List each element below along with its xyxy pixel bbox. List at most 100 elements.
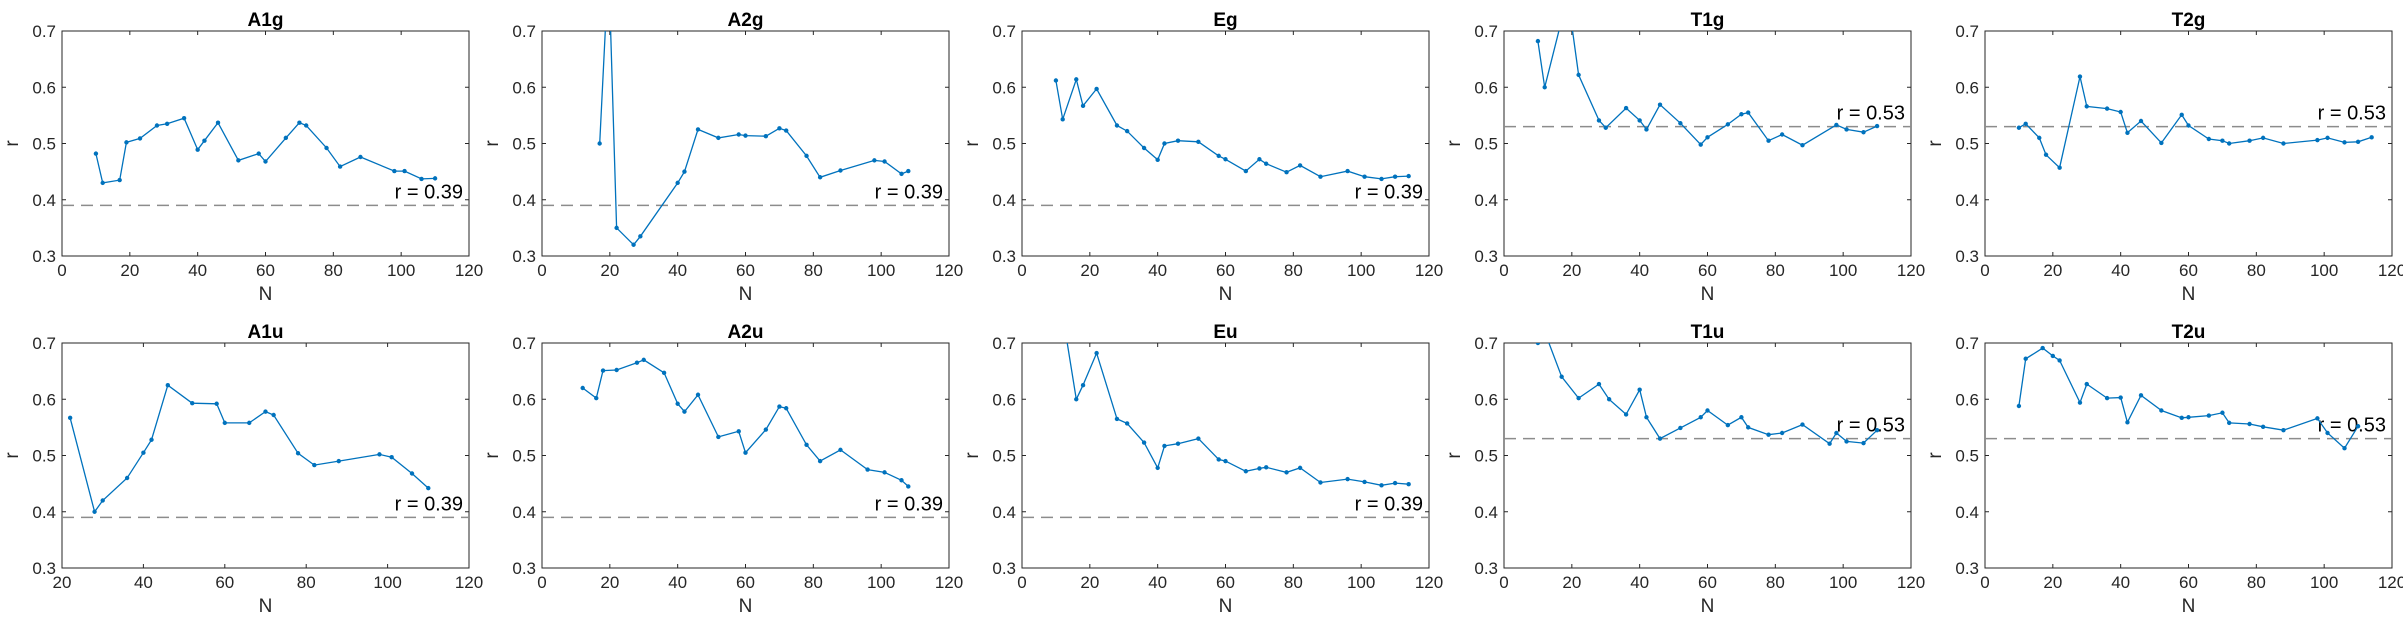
x-axis-label: N — [1701, 596, 1715, 617]
x-tick-label: 80 — [2247, 573, 2266, 592]
data-point — [358, 154, 363, 160]
y-tick-label: 0.7 — [32, 22, 56, 41]
data-point — [2186, 415, 2191, 420]
data-point — [2220, 410, 2225, 415]
data-point — [763, 133, 769, 139]
data-point — [2227, 141, 2232, 146]
data-point — [2138, 393, 2144, 398]
data-point — [117, 177, 122, 183]
panel-title: T1u — [1691, 322, 1725, 343]
y-tick-label: 0.6 — [512, 390, 536, 409]
x-axis-label: N — [2182, 596, 2196, 617]
data-point — [1606, 397, 1612, 402]
subplot-eu: Eu 0 20 40 60 80 100 120 0.3 0.4 0.5 0.6 0.7 Nr r = 0.… — [962, 313, 1443, 617]
data-point — [1779, 430, 1785, 436]
data-point — [426, 485, 431, 491]
data-point — [1054, 313, 1058, 317]
data-point — [1596, 381, 1602, 387]
data-point — [2057, 165, 2062, 170]
series-t1g — [1535, 31, 1880, 148]
data-point — [297, 120, 302, 125]
y-tick-label: 0.4 — [992, 191, 1016, 210]
data-point — [181, 115, 187, 121]
y-tick-label: 0.7 — [1955, 22, 1979, 41]
data-point — [409, 471, 415, 476]
x-tick-label: 100 — [1829, 261, 1857, 280]
y-tick-label: 0.4 — [512, 191, 536, 210]
data-point — [1094, 350, 1099, 356]
data-point — [906, 168, 911, 174]
data-point — [2355, 424, 2361, 429]
y-tick-label: 0.5 — [512, 135, 536, 154]
x-tick-label: 40 — [1148, 261, 1167, 280]
data-point — [324, 145, 329, 151]
series-a1u — [67, 382, 431, 514]
data-point — [2260, 424, 2266, 430]
data-point — [1834, 430, 1839, 436]
reference-label: r = 0.53 — [2318, 103, 2386, 125]
data-point — [777, 126, 782, 131]
data-point — [2325, 430, 2330, 436]
data-point — [215, 120, 221, 125]
x-tick-label: 40 — [188, 261, 207, 280]
data-point — [634, 360, 640, 365]
x-tick-label: 100 — [2310, 573, 2338, 592]
x-tick-label: 40 — [2111, 573, 2130, 592]
data-point — [600, 368, 606, 373]
data-point — [743, 450, 748, 455]
y-tick-label: 0.3 — [1474, 559, 1498, 578]
data-point — [1844, 439, 1849, 444]
series-line — [1537, 31, 1878, 146]
y-tick-label: 0.5 — [1955, 447, 1979, 466]
data-point — [1297, 163, 1303, 168]
data-point — [597, 141, 602, 146]
data-point — [2342, 140, 2347, 145]
data-point — [1725, 122, 1731, 127]
data-point — [777, 404, 782, 409]
data-point — [1861, 130, 1866, 135]
data-point — [124, 140, 129, 145]
y-tick-label: 0.3 — [32, 247, 56, 266]
x-tick-label: 60 — [736, 261, 755, 280]
data-point — [1637, 118, 1642, 123]
data-point — [2247, 138, 2252, 143]
data-point — [2050, 353, 2056, 359]
data-point — [295, 451, 301, 456]
data-point — [763, 427, 769, 432]
reference-label: r = 0.39 — [395, 493, 463, 515]
data-point — [2118, 109, 2123, 115]
series-a2u — [580, 357, 911, 489]
x-tick-label: 60 — [2179, 261, 2198, 280]
data-point — [1345, 476, 1350, 482]
data-point — [2138, 118, 2144, 124]
panel-title: A1g — [248, 10, 284, 31]
axes-frame — [61, 342, 470, 569]
data-point — [2281, 427, 2286, 433]
data-point — [1800, 422, 1805, 427]
y-axis-label: r — [482, 140, 503, 147]
x-tick-label: 120 — [1415, 261, 1443, 280]
data-point — [2206, 413, 2212, 418]
x-tick-label: 60 — [256, 261, 275, 280]
data-point — [2023, 356, 2028, 361]
data-point — [1603, 125, 1608, 130]
panel-title: Eu — [1213, 322, 1237, 343]
x-tick-label: 20 — [2043, 573, 2062, 592]
x-tick-label: 80 — [297, 573, 316, 592]
x-tick-label: 120 — [455, 573, 483, 592]
data-point — [2206, 136, 2212, 142]
data-point — [2186, 123, 2191, 128]
data-point — [1060, 117, 1065, 122]
data-point — [2016, 125, 2022, 130]
x-tick-label: 60 — [736, 573, 755, 592]
x-tick-label: 80 — [1284, 261, 1303, 280]
data-point — [1362, 479, 1367, 485]
y-tick-label: 0.5 — [1955, 135, 1979, 154]
data-point — [214, 401, 219, 406]
panel-title: T2g — [2172, 10, 2206, 31]
data-point — [2315, 137, 2320, 143]
data-point — [2159, 140, 2164, 146]
axes-frame — [1021, 342, 1430, 569]
